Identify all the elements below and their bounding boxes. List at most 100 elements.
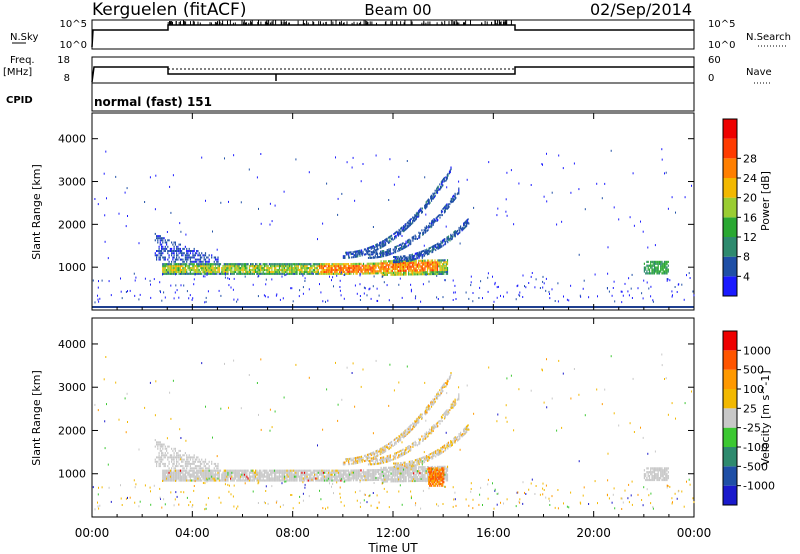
velocity-cell	[350, 473, 352, 476]
power-cell	[487, 276, 489, 279]
velocity-cell	[411, 479, 413, 483]
power-cell	[384, 240, 386, 243]
power-cell	[258, 270, 260, 273]
power-cell	[414, 219, 416, 222]
power-cell	[273, 268, 276, 272]
power-cell	[255, 263, 257, 266]
power-cell	[440, 240, 442, 243]
velocity-cell	[222, 479, 224, 482]
power-cell	[233, 270, 235, 273]
velocity-cell	[298, 475, 301, 478]
power-cell	[447, 238, 450, 241]
velocity-cell	[368, 456, 370, 459]
velocity-cell	[402, 435, 404, 438]
power-cell	[429, 263, 431, 266]
power-cell	[433, 265, 435, 268]
power-cell	[232, 265, 234, 268]
velocity-cell	[218, 471, 220, 474]
velocity-cell	[346, 477, 348, 480]
power-cell	[371, 264, 373, 267]
velocity-cell	[331, 473, 333, 476]
velocity-cell	[423, 477, 425, 480]
velocity-cell	[426, 409, 428, 412]
power-cell	[408, 263, 410, 266]
power-cell	[266, 267, 268, 270]
power-cell	[404, 261, 406, 264]
velocity-cell	[359, 459, 361, 462]
velocity-cell	[168, 475, 170, 478]
power-cell	[376, 264, 378, 267]
velocity-cell	[366, 455, 368, 458]
power-cell	[378, 264, 380, 267]
power-cell	[277, 263, 279, 266]
velocity-cell	[371, 469, 373, 472]
power-cell	[397, 255, 399, 258]
velocity-cell	[178, 477, 180, 480]
power-cell	[301, 263, 303, 266]
power-cell	[379, 268, 381, 271]
velocity-cell	[416, 421, 418, 424]
velocity-cell	[386, 459, 388, 461]
velocity-cell	[217, 475, 219, 478]
velocity-cell	[364, 477, 366, 480]
power-cell	[413, 259, 415, 262]
power-cell	[194, 273, 196, 276]
power-cell	[419, 265, 421, 268]
power-cell	[261, 272, 263, 275]
power-cell	[403, 230, 405, 233]
velocity-cell	[426, 466, 429, 469]
power-cell	[178, 265, 180, 268]
power-cell	[360, 251, 362, 254]
velocity-cell	[324, 477, 326, 480]
power-cell	[388, 236, 390, 239]
power-cell	[189, 260, 191, 263]
power-cell	[382, 245, 384, 248]
velocity-cell	[371, 473, 373, 476]
velocity-cell	[385, 478, 387, 481]
power-cell	[332, 272, 334, 275]
power-cell	[395, 234, 397, 237]
velocity-cell	[410, 479, 412, 483]
power-cell	[326, 272, 328, 275]
velocity-cell	[360, 469, 362, 472]
power-cell	[282, 270, 284, 273]
velocity-cell	[191, 467, 193, 470]
velocity-cell	[280, 479, 282, 482]
velocity-cell	[198, 458, 200, 461]
power-cell	[362, 268, 365, 271]
power-cell	[206, 268, 208, 272]
power-cell	[653, 272, 656, 275]
power-cell	[468, 222, 470, 225]
power-cell	[356, 252, 358, 255]
power-cell	[241, 272, 243, 275]
velocity-cell	[344, 479, 346, 482]
power-cell	[351, 253, 353, 255]
velocity-cell	[330, 471, 332, 474]
velocity-cell	[407, 428, 409, 431]
power-cell	[388, 271, 390, 274]
power-cell	[650, 260, 652, 263]
power-cell	[167, 267, 169, 270]
power-cell	[580, 295, 582, 298]
power-cell	[384, 269, 386, 273]
power-cell	[306, 270, 308, 273]
power-cell	[441, 210, 443, 213]
power-cell	[443, 268, 445, 272]
power-cell	[182, 272, 184, 275]
velocity-cell	[327, 469, 329, 472]
power-cell	[334, 268, 336, 272]
power-cell	[428, 225, 431, 228]
power-cell	[198, 252, 200, 255]
power-cell	[436, 186, 439, 189]
velocity-cell	[236, 473, 238, 476]
power-cell	[240, 268, 242, 272]
velocity-cell	[179, 479, 181, 482]
power-cell	[345, 268, 347, 271]
power-cell	[416, 273, 418, 276]
velocity-cell	[354, 457, 357, 460]
velocity-cell	[169, 471, 171, 474]
velocity-cell	[391, 440, 393, 443]
power-cell	[283, 263, 286, 266]
velocity-cell	[263, 471, 265, 474]
velocity-cell	[194, 471, 196, 474]
